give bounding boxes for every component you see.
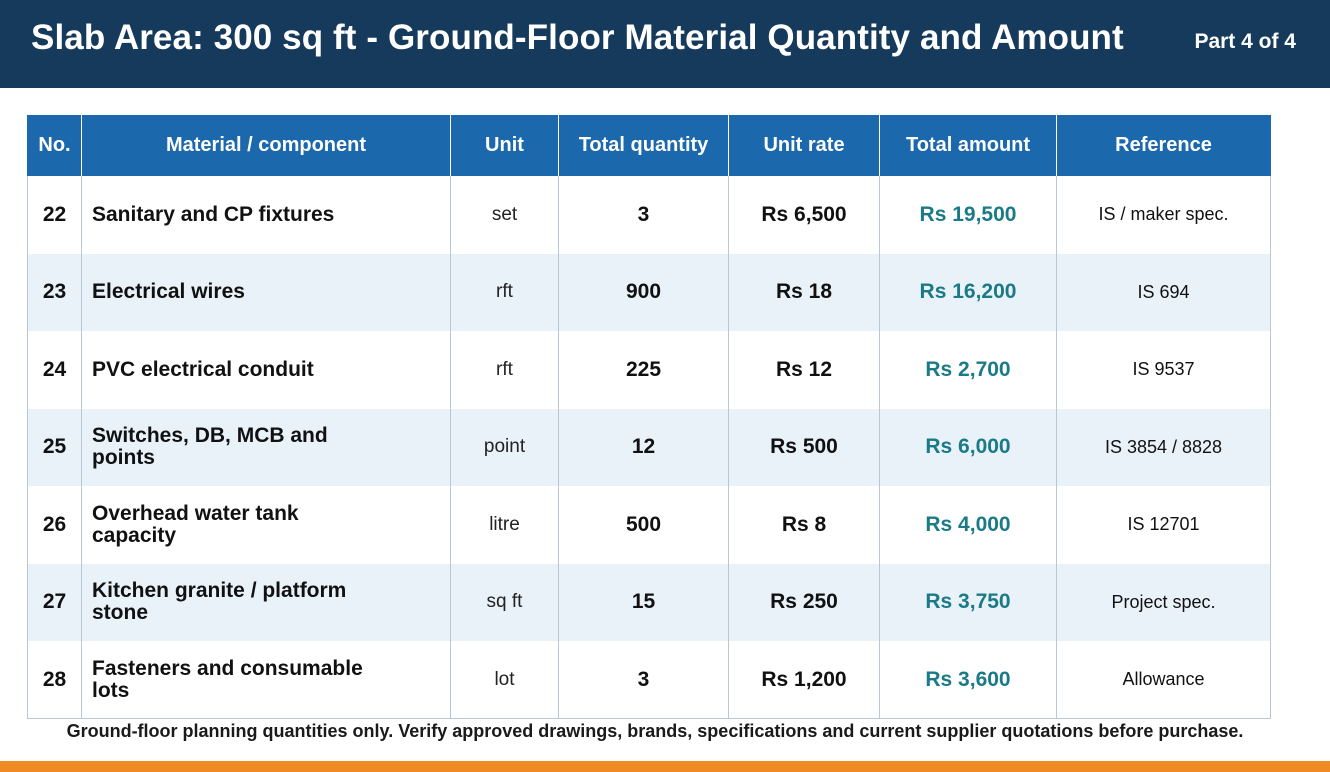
materials-table: No. Material / component Unit Total quan… <box>27 115 1271 719</box>
table-row: 27 Kitchen granite / platform stone sq f… <box>27 563 1271 641</box>
cell-quantity: 3 <box>558 641 729 719</box>
cell-material: Switches, DB, MCB and points <box>81 408 451 486</box>
cell-reference: Allowance <box>1056 641 1271 719</box>
cell-material: Sanitary and CP fixtures <box>81 176 451 254</box>
column-header-reference: Reference <box>1056 115 1271 176</box>
cell-unit: rft <box>450 253 559 331</box>
cell-unit-rate: Rs 12 <box>728 331 880 409</box>
part-indicator: Part 4 of 4 <box>1194 30 1296 53</box>
cell-unit-rate: Rs 1,200 <box>728 641 880 719</box>
cell-unit-rate: Rs 6,500 <box>728 176 880 254</box>
cell-quantity: 900 <box>558 253 729 331</box>
cell-unit-rate: Rs 500 <box>728 408 880 486</box>
page-title: Slab Area: 300 sq ft - Ground-Floor Mate… <box>31 18 1124 57</box>
cell-reference: IS / maker spec. <box>1056 176 1271 254</box>
cell-total-amount: Rs 6,000 <box>879 408 1057 486</box>
table-row: 22 Sanitary and CP fixtures set 3 Rs 6,5… <box>27 176 1271 254</box>
cell-total-amount: Rs 4,000 <box>879 486 1057 564</box>
cell-material: Kitchen granite / platform stone <box>81 563 451 641</box>
cell-unit-rate: Rs 8 <box>728 486 880 564</box>
cell-unit: litre <box>450 486 559 564</box>
column-header-unit-rate: Unit rate <box>728 115 880 176</box>
cell-no: 22 <box>27 176 82 254</box>
cell-no: 24 <box>27 331 82 409</box>
bottom-accent-bar <box>0 761 1330 772</box>
cell-reference: IS 3854 / 8828 <box>1056 408 1271 486</box>
cell-reference: Project spec. <box>1056 563 1271 641</box>
footnote: Ground-floor planning quantities only. V… <box>66 721 1244 741</box>
cell-no: 27 <box>27 563 82 641</box>
cell-unit-rate: Rs 18 <box>728 253 880 331</box>
table-row: 25 Switches, DB, MCB and points point 12… <box>27 408 1271 486</box>
cell-unit: point <box>450 408 559 486</box>
table-row: 28 Fasteners and consumable lots lot 3 R… <box>27 641 1271 719</box>
cell-material: Electrical wires <box>81 253 451 331</box>
cell-unit: rft <box>450 331 559 409</box>
table-row: 24 PVC electrical conduit rft 225 Rs 12 … <box>27 331 1271 409</box>
cell-no: 26 <box>27 486 82 564</box>
cell-material: Overhead water tank capacity <box>81 486 451 564</box>
cell-quantity: 3 <box>558 176 729 254</box>
materials-table-container: No. Material / component Unit Total quan… <box>27 115 1271 719</box>
column-header-no: No. <box>27 115 82 176</box>
cell-no: 28 <box>27 641 82 719</box>
column-header-material: Material / component <box>81 115 451 176</box>
cell-unit: lot <box>450 641 559 719</box>
page-header: Slab Area: 300 sq ft - Ground-Floor Mate… <box>0 0 1330 88</box>
column-header-total-amount: Total amount <box>879 115 1057 176</box>
cell-total-amount: Rs 2,700 <box>879 331 1057 409</box>
cell-quantity: 12 <box>558 408 729 486</box>
cell-total-amount: Rs 16,200 <box>879 253 1057 331</box>
cell-material: Fasteners and consumable lots <box>81 641 451 719</box>
cell-no: 25 <box>27 408 82 486</box>
cell-reference: IS 12701 <box>1056 486 1271 564</box>
table-header-row: No. Material / component Unit Total quan… <box>27 115 1271 176</box>
cell-total-amount: Rs 19,500 <box>879 176 1057 254</box>
cell-quantity: 225 <box>558 331 729 409</box>
cell-total-amount: Rs 3,600 <box>879 641 1057 719</box>
cell-unit-rate: Rs 250 <box>728 563 880 641</box>
cell-material: PVC electrical conduit <box>81 331 451 409</box>
table-row: 26 Overhead water tank capacity litre 50… <box>27 486 1271 564</box>
cell-reference: IS 9537 <box>1056 331 1271 409</box>
cell-reference: IS 694 <box>1056 253 1271 331</box>
cell-unit: set <box>450 176 559 254</box>
column-header-unit: Unit <box>450 115 559 176</box>
cell-no: 23 <box>27 253 82 331</box>
table-row: 23 Electrical wires rft 900 Rs 18 Rs 16,… <box>27 253 1271 331</box>
cell-unit: sq ft <box>450 563 559 641</box>
column-header-total-quantity: Total quantity <box>558 115 729 176</box>
cell-quantity: 500 <box>558 486 729 564</box>
cell-quantity: 15 <box>558 563 729 641</box>
cell-total-amount: Rs 3,750 <box>879 563 1057 641</box>
